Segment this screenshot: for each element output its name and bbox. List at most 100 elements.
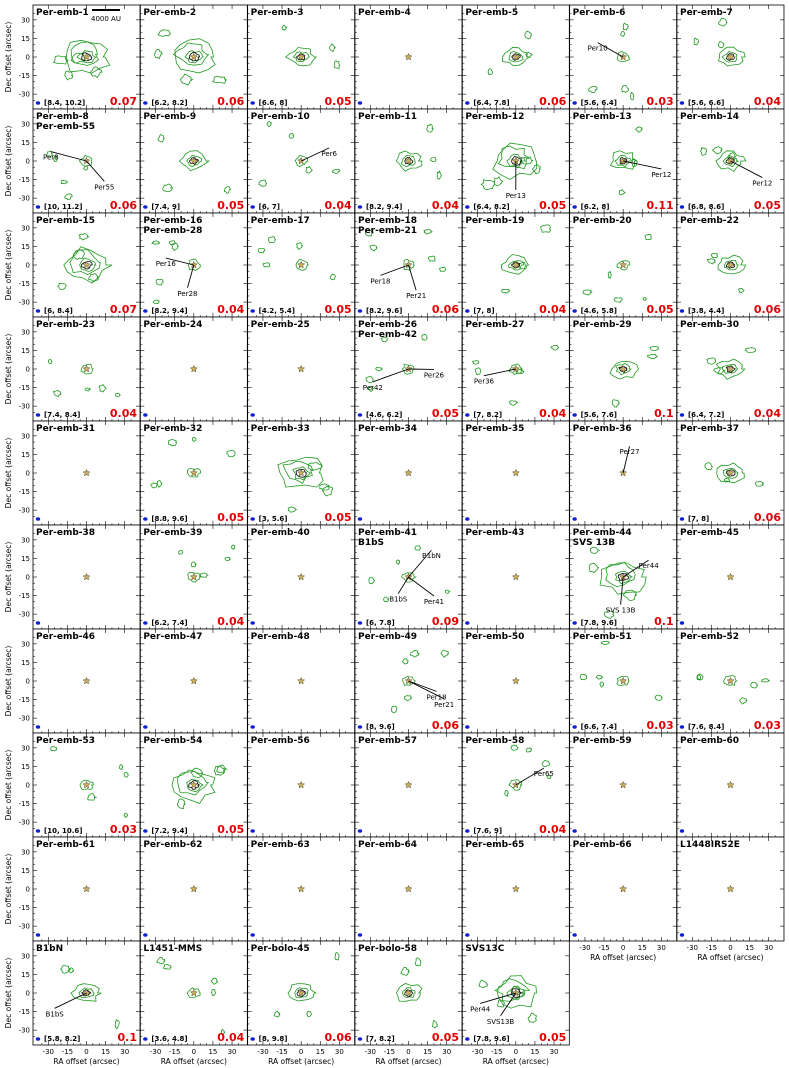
y-tick-label: 0 [26,782,30,790]
panel: Per-emb-2 [6.2, 8.2] 0.06 [139,4,248,110]
velocity-range: [6.6, 7.4] [581,723,617,731]
panel-title: Per-emb-37 [680,424,739,434]
beam-icon [250,829,255,833]
velocity-range: [8.2, 9.6] [366,307,402,315]
source-label: Per12 [651,171,671,179]
panel-title: Per-emb-29 [573,320,632,330]
source-label: Per41 [424,598,444,606]
y-tick-label: 15 [21,659,30,667]
panel: Per-emb-65 [461,836,570,942]
beam-icon [465,413,470,417]
x-tick-label: -30 [579,944,590,952]
x-tick-label: -30 [257,1048,268,1056]
fraction-value: 0.03 [110,823,137,836]
panel: Per-emb-38 [32,524,141,630]
velocity-range: [7.6, 9] [473,827,502,835]
velocity-range: [6.2, 8.2] [151,99,187,107]
panel: Per-emb-10 [6, 7] 0.04 Per6 [247,108,356,214]
panel: Per-emb-14 [6.8, 8.6] 0.05 Per12 [676,108,785,214]
y-tick-label: 30 [21,640,30,648]
panel-title: L1451-MMS [143,944,202,954]
beam-icon [679,517,685,521]
source-star-icon [511,52,520,61]
velocity-range: [5.6, 6.4] [581,99,617,107]
y-tick-label: 0 [26,54,30,62]
fraction-value: 0.04 [539,303,566,316]
panel-title: Per-emb-40 [251,528,310,538]
panel-title: Per-emb-63 [251,840,310,850]
source-label: Per10 [588,45,608,53]
panel-title: Per-emb-30 [680,320,739,330]
velocity-range: [7, 8.2] [366,1035,395,1043]
x-tick-label: 0 [84,1048,88,1056]
panel: Per-emb-17 [4.2, 5.4] 0.05 [247,212,356,318]
fraction-value: 0.04 [217,1031,244,1044]
scale-bar-label: 4000 AU [91,15,121,23]
fraction-value: 0.05 [539,1031,566,1044]
fraction-value: 0.06 [217,95,244,108]
y-tick-label: 15 [21,35,30,43]
source-star-icon [511,676,520,685]
velocity-range: [5.6, 7.6] [581,411,617,419]
y-tick-label: 0 [26,990,30,998]
velocity-range: [6.4, 7.2] [688,411,724,419]
source-star-icon [189,52,198,61]
source-star-icon [619,260,628,269]
beam-icon [35,309,41,313]
fraction-value: 0.03 [647,719,674,732]
beam-icon [250,101,255,105]
beam-icon [679,933,685,937]
panel: Per-emb-50 [461,628,570,734]
y-axis-label: Dec offset (arcsec) [4,126,13,197]
beam-icon [143,725,148,729]
panel: SVS13C [7.8, 9.6] 0.05 Per44 SVS13B [461,940,570,1046]
fraction-value: 0.05 [325,95,352,108]
y-tick-label: 30 [21,744,30,752]
panel: Per-emb-37 [7, 8] 0.06 [676,420,785,526]
beam-icon [679,101,685,105]
fraction-value: 0.06 [754,303,781,316]
panel: Per-emb-15 [6, 8.4] 0.07 [32,212,141,318]
panel: Per-bolo-45 [8, 9.8] 0.06 [247,940,356,1046]
panel: Per-emb-5 [6.4, 7.8] 0.06 [461,4,570,110]
panel: Per-emb-63 [247,836,356,942]
beam-icon [465,101,470,105]
beam-icon [357,413,363,417]
x-tick-label: -30 [43,1048,54,1056]
panel-title: L1448IRS2E [680,840,740,850]
fraction-value: 0.05 [432,407,459,420]
velocity-range: [4.2, 5.4] [259,307,295,315]
beam-icon [572,309,577,313]
panel-title: Per-emb-19 [465,216,524,226]
fraction-value: 0.06 [754,511,781,524]
panel: Per-emb-57 [354,732,463,838]
beam-icon [250,621,255,625]
panel-title: Per-emb-34 [358,424,417,434]
panel-title: Per-emb-9 [143,112,196,122]
panel-title: Per-emb-3 [251,8,304,18]
beam-icon [465,621,470,625]
beam-icon [572,517,577,521]
beam-icon [465,933,470,937]
fraction-value: 0.06 [432,719,459,732]
x-axis-label: RA offset (arcsec) [268,1057,334,1066]
y-tick-label: -30 [19,195,30,203]
y-axis-label: Dec offset (arcsec) [4,334,13,405]
source-star-icon [82,780,91,789]
panel-title: Per-emb-54 [143,736,202,746]
source-label: Per36 [474,378,495,386]
source-label: Per16 [156,260,177,268]
velocity-range: [6.4, 8.2] [473,203,509,211]
x-axis-label: RA offset (arcsec) [161,1057,227,1066]
panel: B1bN [5.8, 8.2] 0.1 B1bS [32,940,141,1046]
y-tick-label: -30 [19,715,30,723]
beam-icon [572,829,577,833]
beam-icon [572,205,577,209]
x-tick-label: 30 [442,1048,451,1056]
x-tick-label: -30 [365,1048,376,1056]
source-star-icon [82,676,91,685]
panel-title: B1bS [358,538,384,548]
velocity-range: [6.2, 8] [581,203,610,211]
velocity-range: [7.8, 9.6] [581,619,617,627]
